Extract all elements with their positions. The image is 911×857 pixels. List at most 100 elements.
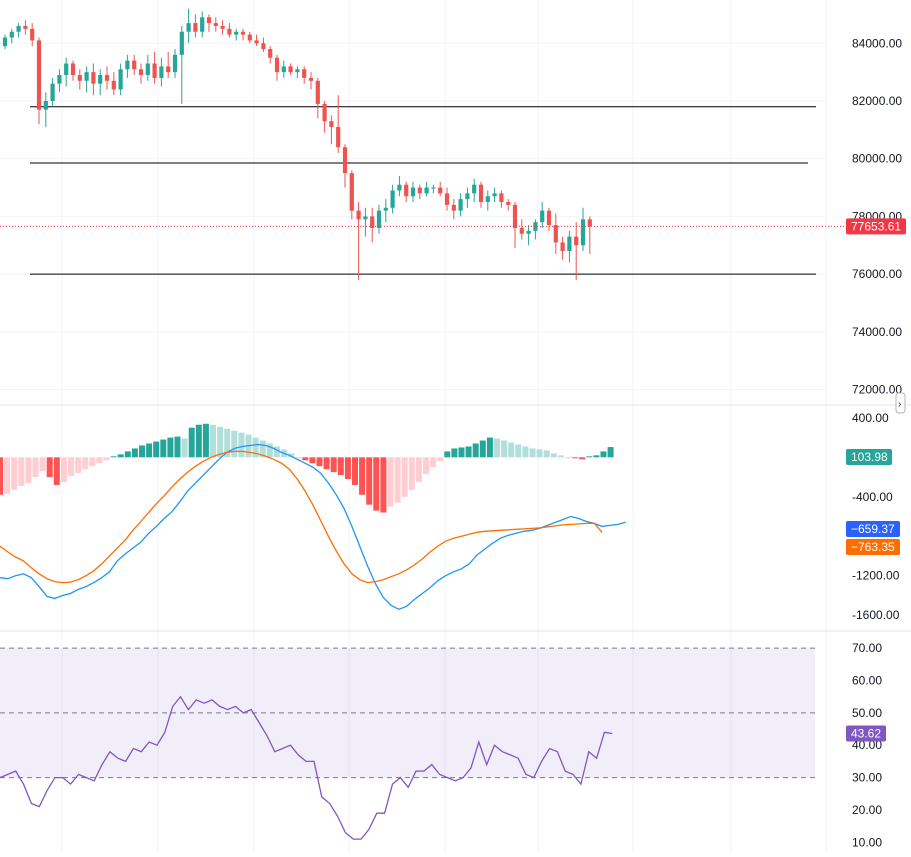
candle-body [553, 225, 558, 243]
candle-body [64, 63, 69, 76]
rsi-line [0, 695, 613, 840]
macd-histogram-bar [366, 457, 373, 505]
candle-body [118, 69, 123, 90]
scale-collapse-handle[interactable] [895, 392, 906, 414]
macd-histogram-bar [124, 451, 131, 458]
macd-histogram-bar [408, 457, 415, 490]
macd-histogram-bar [25, 457, 32, 483]
candle-body [546, 210, 552, 226]
candle-body [172, 54, 178, 73]
macd-histogram-bar [550, 453, 557, 458]
histogram-badge [846, 449, 892, 465]
candle-body [281, 66, 286, 73]
candle-body [390, 190, 395, 208]
candle-body [30, 28, 35, 41]
macd-badge [846, 521, 900, 537]
macd-histogram-bar [288, 453, 295, 458]
macd-histogram-bar [430, 457, 437, 468]
candle-body [342, 147, 348, 174]
candle-body [322, 103, 327, 122]
candle-body [43, 101, 48, 110]
candle-body [91, 72, 96, 84]
macd-line [0, 443, 626, 611]
macd-histogram-bar [146, 443, 153, 458]
rsi-pane[interactable] [0, 647, 815, 840]
candle-body [383, 207, 388, 211]
macd-histogram-bar [39, 457, 46, 472]
macd-histogram-bar [309, 457, 316, 464]
candle-body [574, 236, 579, 246]
macd-histogram-bar [579, 457, 586, 460]
candle-body [512, 204, 518, 228]
macd-histogram-bar [572, 457, 579, 459]
candle-body [370, 216, 375, 228]
macd-histogram-bar [415, 457, 422, 482]
macd-histogram-bar [266, 443, 273, 458]
macd-histogram-bar [444, 451, 451, 458]
candle-body [336, 126, 341, 148]
macd-histogram-bar [423, 457, 429, 475]
price-tick-label: 84000.00 [852, 36, 902, 50]
candle-body [424, 187, 429, 194]
macd-histogram-bar [337, 457, 344, 476]
signal-line [0, 450, 603, 584]
candle-body [254, 40, 259, 44]
macd-histogram-bar [394, 457, 401, 503]
macd-histogram-bar [451, 448, 458, 458]
candle-body [492, 193, 497, 197]
candle-body [138, 69, 144, 76]
macd-histogram-bar [557, 455, 564, 458]
macd-histogram-bar [160, 439, 167, 458]
candle-body [23, 25, 28, 29]
macd-histogram-bar [344, 457, 351, 480]
macd-histogram-bar [501, 440, 508, 458]
macd-histogram-bar [32, 457, 39, 478]
price-pane[interactable] [0, 8, 845, 280]
macd-histogram-bar [231, 430, 238, 458]
candle-body [50, 83, 55, 101]
macd-histogram-bar [486, 437, 493, 458]
candle-body [431, 187, 436, 189]
macd-histogram-bar [330, 457, 337, 473]
macd-tick-label: -1600.00 [852, 608, 900, 622]
candle-body [397, 184, 402, 191]
macd-value-label: −659.37 [851, 522, 895, 536]
last-price-badge [846, 218, 906, 235]
macd-histogram-bar [586, 456, 593, 458]
macd-histogram-bar [210, 424, 216, 458]
candle-body [132, 60, 137, 70]
macd-pane[interactable] [0, 423, 626, 611]
macd-histogram-bar [117, 454, 124, 458]
candle-body [376, 210, 382, 228]
candle-body [329, 121, 334, 127]
macd-histogram-bar [259, 440, 266, 458]
candle-body [16, 25, 21, 32]
candle-body [417, 187, 422, 194]
macd-histogram-bar [188, 427, 195, 458]
price-tick-label: 74000.00 [852, 325, 902, 339]
candle-body [465, 193, 470, 200]
candle-body [36, 40, 42, 110]
candle-body [485, 196, 490, 202]
candle-body [478, 184, 484, 202]
candle-body [193, 23, 198, 32]
rsi-tick-label: 40.00 [852, 738, 882, 752]
candle-body [444, 193, 450, 205]
price-scale[interactable]: 84000.0082000.0080000.0078000.0076000.00… [852, 36, 906, 849]
macd-histogram-bar [217, 426, 224, 458]
candle-body [404, 184, 409, 197]
candle-body [179, 31, 184, 55]
macd-histogram-bar [238, 432, 245, 458]
macd-histogram-bar [167, 437, 174, 458]
histogram-value-label: 103.98 [851, 450, 888, 464]
candle-body [567, 236, 572, 252]
candle-body [526, 230, 531, 234]
rsi-tick-label: 50.00 [852, 706, 882, 720]
macd-histogram-bar [131, 448, 138, 458]
macd-histogram-bar [536, 449, 543, 458]
macd-histogram-bar [515, 444, 522, 458]
candle-body [410, 187, 416, 197]
